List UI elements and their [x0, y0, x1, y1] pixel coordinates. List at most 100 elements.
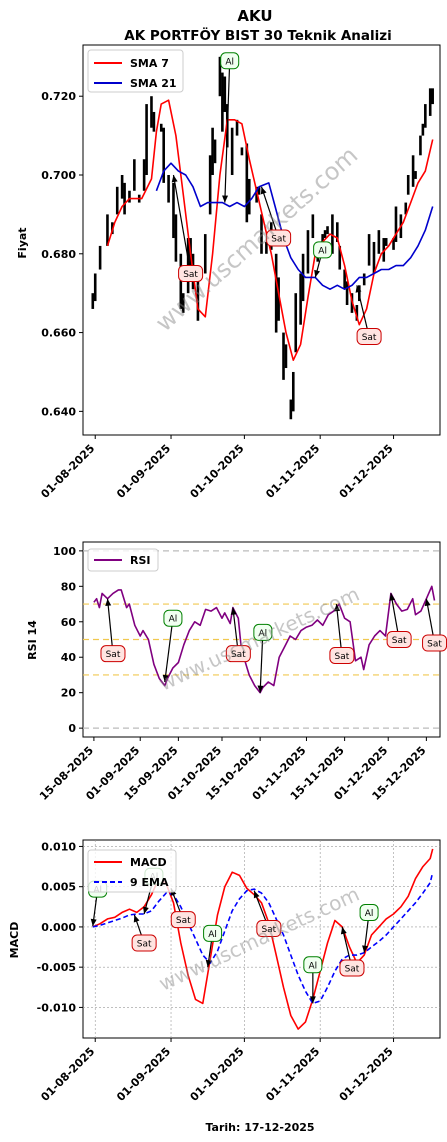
- annotation-arrowhead: [314, 269, 320, 278]
- figure-title: AKU: [237, 7, 272, 25]
- sell-signal-text: Sat: [392, 636, 407, 646]
- price-bar: [181, 293, 185, 313]
- buy-signal-text: Al: [318, 246, 327, 256]
- rsi-legend-box: [87, 548, 159, 572]
- rsi-axes: 02040608010015-08-202501-09-202515-09-20…: [37, 545, 428, 803]
- price-bar: [289, 399, 293, 420]
- annotation-arrowhead: [257, 685, 264, 693]
- sell-signal-label: [329, 646, 355, 664]
- price-bar: [93, 273, 97, 302]
- price-bar: [255, 186, 258, 203]
- price-bar: [424, 104, 427, 128]
- annotation-arrowhead: [309, 996, 316, 1004]
- buy-signal-text: Al: [169, 615, 178, 625]
- annotation-arrowhead: [260, 186, 267, 195]
- x-tick-label: 01-11-2025: [263, 442, 322, 501]
- y-tick-label: -0.005: [37, 961, 76, 974]
- sell-signal-text: Sat: [427, 640, 442, 650]
- price-bar: [301, 253, 305, 302]
- macd-panel: MACD AlSatAlSatAlSatAlSatAl -0.010-0.005…: [8, 839, 441, 1134]
- sell-signal-label: [178, 264, 204, 282]
- x-tick-label: 01-08-2025: [38, 442, 97, 501]
- y-tick-label: 100: [53, 545, 76, 558]
- price-bar: [284, 344, 288, 369]
- legend-label-macd: MACD: [130, 856, 167, 869]
- series-line-macd: [92, 848, 434, 1030]
- price-bar: [213, 139, 217, 164]
- price-bar: [208, 155, 212, 215]
- y-tick-label: 0.005: [41, 881, 76, 894]
- series-line-rsi: [93, 585, 436, 694]
- price-plot-frame: [82, 44, 441, 436]
- price-bar: [245, 143, 249, 223]
- annotation-arrowhead: [334, 604, 341, 612]
- annotation-arrowhead: [230, 607, 237, 615]
- price-y-axis-label: Fiyat: [16, 227, 29, 258]
- y-tick-label: -0.010: [37, 1001, 77, 1014]
- price-bar: [431, 88, 434, 105]
- price-bar: [367, 234, 371, 266]
- price-bar: [98, 245, 102, 270]
- macd-watermark: www.uscmarkets.com: [155, 882, 363, 996]
- sell-signal-label: [256, 920, 282, 938]
- x-tick-label: 01-12-2025: [337, 442, 396, 501]
- x-tick-label: 01-09-2025: [114, 442, 173, 501]
- buy-signal-label: [203, 924, 223, 942]
- y-tick-label: 20: [61, 687, 77, 700]
- annotation-arrow: [164, 618, 174, 683]
- price-bar: [294, 293, 298, 353]
- price-bar: [277, 277, 280, 321]
- price-bar: [247, 178, 251, 215]
- annotation-arrowhead: [253, 890, 260, 899]
- x-tick-label: 01-11-2025: [263, 1045, 322, 1104]
- x-tick-label: 01-12-2025: [337, 1045, 396, 1104]
- price-bar: [414, 171, 417, 179]
- price-bar: [411, 155, 415, 187]
- annotation-arrowhead: [90, 918, 97, 927]
- x-tick-label: 01-08-2025: [38, 1045, 97, 1104]
- price-bar: [123, 182, 126, 215]
- price-bar: [428, 88, 432, 116]
- sell-signal-label: [170, 911, 196, 929]
- price-bar: [336, 222, 339, 242]
- sell-signal-text: Sat: [183, 270, 198, 280]
- price-legend: SMA 7 SMA 21: [87, 49, 184, 93]
- buy-signal-label: [303, 956, 323, 974]
- price-bar: [345, 281, 349, 305]
- x-tick-label: 01-09-2025: [114, 1045, 173, 1104]
- price-bar: [128, 190, 131, 203]
- price-bar: [142, 159, 146, 191]
- y-tick-label: 0.660: [41, 327, 76, 340]
- sell-signal-text: Sat: [176, 916, 191, 926]
- price-bar: [167, 175, 170, 203]
- sell-signal-label: [225, 645, 251, 663]
- price-bar: [91, 293, 95, 309]
- buy-signal-label: [359, 903, 379, 921]
- annotation-arrowhead: [205, 959, 212, 968]
- price-legend-box: [87, 49, 184, 93]
- price-bar: [240, 147, 244, 156]
- annotation-arrowhead: [171, 175, 178, 183]
- y-tick-label: 60: [61, 616, 77, 629]
- macd-legend: MACD 9 EMA: [87, 849, 177, 893]
- price-bar: [372, 241, 376, 274]
- annotation-arrowhead: [162, 674, 169, 683]
- legend-label-sma21: SMA 21: [130, 77, 177, 90]
- price-bar: [419, 135, 422, 156]
- legend-label-sma7: SMA 7: [130, 57, 169, 70]
- buy-signal-label: [220, 52, 240, 70]
- price-bar: [291, 371, 295, 412]
- buy-signal-text: Al: [259, 629, 268, 639]
- sell-signal-label: [386, 631, 412, 648]
- price-bar: [326, 226, 329, 235]
- price-bar: [384, 238, 388, 246]
- price-bar: [179, 253, 183, 309]
- legend-label-rsi: RSI: [130, 554, 151, 567]
- y-tick-label: 40: [61, 651, 77, 664]
- annotation-arrow: [224, 60, 231, 203]
- price-bar: [362, 273, 366, 286]
- annotation-arrow: [259, 632, 264, 693]
- y-tick-label: 0: [68, 722, 76, 735]
